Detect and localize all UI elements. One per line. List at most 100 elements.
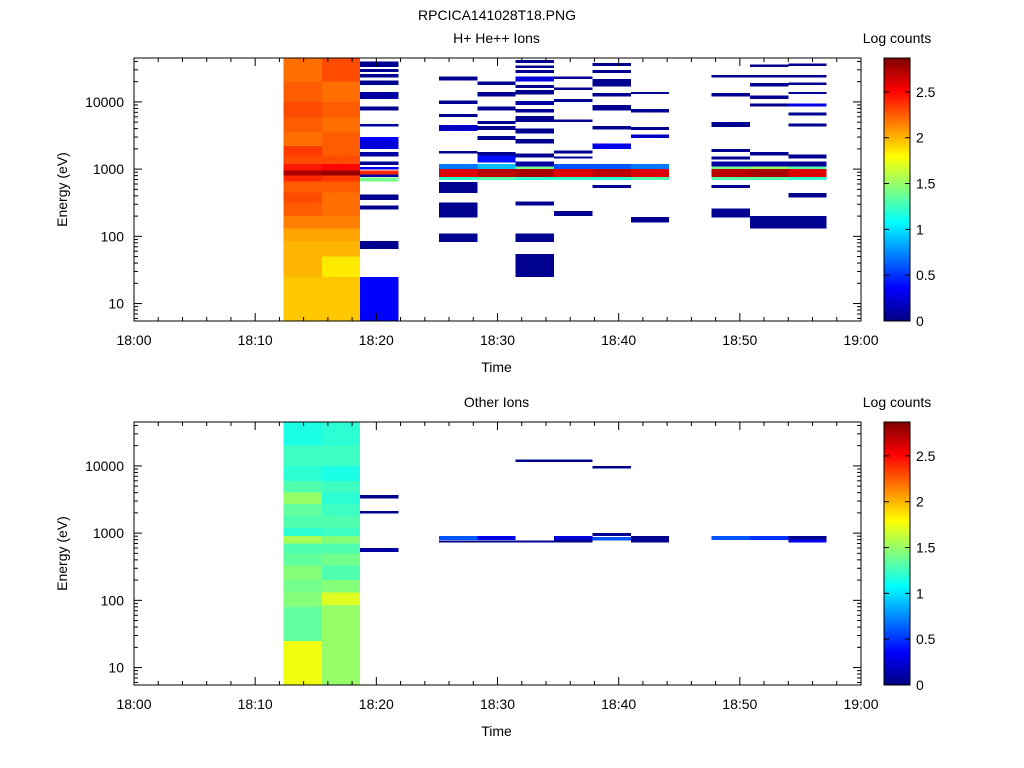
heatmap-cell <box>749 161 789 167</box>
heatmap-cell <box>283 536 322 544</box>
heatmap-cell <box>592 185 631 189</box>
heatmap-cell <box>321 170 361 176</box>
heatmap-cell <box>438 202 478 209</box>
heatmap-cell <box>283 492 322 505</box>
heatmap-cell <box>360 123 399 127</box>
heatmap-cell <box>321 480 361 493</box>
heatmap-cell <box>283 181 322 193</box>
heatmap-cell <box>438 208 478 218</box>
y-tick-label: 100 <box>101 592 125 608</box>
heatmap-cell <box>283 580 322 593</box>
heatmap-cell <box>788 92 827 95</box>
heatmap-cell <box>592 125 631 130</box>
heatmap-cell <box>592 69 631 73</box>
heatmap-cell <box>788 82 827 85</box>
y-tick-label: 1000 <box>93 525 124 541</box>
heatmap-cell <box>438 76 478 81</box>
colorbar: 0 0.5 1 1.5 2 2.5 Log counts <box>863 30 936 329</box>
colorbar-tick-label: 2 <box>916 494 924 510</box>
heatmap-cell <box>749 83 789 87</box>
heatmap-cell <box>283 465 322 481</box>
heatmap-cell <box>283 606 322 621</box>
x-axis-label: Time <box>481 359 512 375</box>
heatmap-cell <box>630 169 670 178</box>
heatmap-cell <box>321 553 361 566</box>
heatmap-cell <box>360 174 399 178</box>
heatmap-cell <box>283 543 322 554</box>
heatmap-cell <box>360 92 399 100</box>
colorbar-tick-label: 2.5 <box>916 448 936 464</box>
heatmap-cell <box>283 445 322 466</box>
heatmap-cell <box>321 543 361 554</box>
heatmap-cell <box>321 163 361 171</box>
x-tick-label: 19:00 <box>843 332 878 348</box>
heatmap-cell <box>477 120 516 124</box>
heatmap-cell <box>283 422 322 446</box>
heatmap-cell <box>283 163 322 171</box>
heatmap-cell <box>788 112 827 116</box>
heatmap-cell <box>749 64 789 68</box>
heatmap-cell <box>321 527 361 537</box>
heatmap-cell <box>321 146 361 156</box>
x-tick-label: 18:10 <box>238 332 273 348</box>
heatmap-cell <box>711 169 750 178</box>
y-tick-label: 10000 <box>85 94 124 110</box>
colorbar-tick-label: 0.5 <box>916 267 936 283</box>
heatmap-cell <box>321 101 361 117</box>
heatmap-cell <box>515 459 555 462</box>
heatmap-cell <box>360 141 399 149</box>
x-tick-label: 18:40 <box>601 332 636 348</box>
heatmap-cell <box>515 161 555 167</box>
heatmap-cell <box>360 241 399 249</box>
heatmap-cell <box>477 125 516 131</box>
heatmap-cell <box>554 99 593 102</box>
heatmap-cell <box>321 504 361 516</box>
heatmap-cell <box>554 539 593 543</box>
heatmap-cell <box>788 169 827 178</box>
y-tick-label: 10 <box>108 296 124 312</box>
heatmap-cell <box>554 163 593 170</box>
heatmap-cell <box>360 68 399 72</box>
heatmap-cell <box>283 640 322 685</box>
heatmap-cell <box>360 61 399 68</box>
heatmap-cell <box>477 81 516 85</box>
heatmap-cell <box>438 177 478 180</box>
heatmap-cell <box>515 109 555 113</box>
heatmap-cell <box>283 620 322 641</box>
heatmap-cell <box>360 170 399 175</box>
heatmap-cell <box>360 80 399 85</box>
heatmap-cell <box>321 81 361 102</box>
heatmap-cell <box>515 84 555 89</box>
heatmap-cell <box>711 177 750 180</box>
heatmap-cell <box>515 169 555 178</box>
heatmap-cell <box>515 76 555 82</box>
heatmap-cell <box>321 256 361 277</box>
colorbar: 0 0.5 1 1.5 2 2.5 Log counts <box>863 394 936 693</box>
heatmap-cell <box>321 492 361 505</box>
heatmap-cell <box>630 536 670 543</box>
heatmap-cell <box>477 169 516 178</box>
heatmap-cell <box>592 78 631 87</box>
plot-area <box>134 422 861 685</box>
heatmap-cell <box>283 170 322 176</box>
heatmap-cell <box>283 58 322 82</box>
heatmap-cell <box>788 63 827 67</box>
heatmap-cell <box>283 216 322 229</box>
heatmap-cell <box>360 276 399 321</box>
colorbar-tick-label: 0.5 <box>916 631 936 647</box>
heatmap-cell <box>749 177 789 180</box>
heatmap-cell <box>321 465 361 481</box>
heatmap-cell <box>749 169 789 178</box>
heatmap-cell <box>283 175 322 182</box>
heatmap-cell <box>515 253 555 277</box>
heatmap-cell <box>477 106 516 111</box>
heatmap-cell <box>321 175 361 182</box>
heatmap-cell <box>554 156 593 159</box>
heatmap-cell <box>283 592 322 607</box>
heatmap-cell <box>477 163 516 170</box>
x-axis-label: Time <box>481 723 512 739</box>
heatmap-cell <box>711 93 750 97</box>
heatmap-cell <box>283 192 322 203</box>
heatmap-cell <box>321 536 361 544</box>
heatmap-cell <box>554 210 593 217</box>
